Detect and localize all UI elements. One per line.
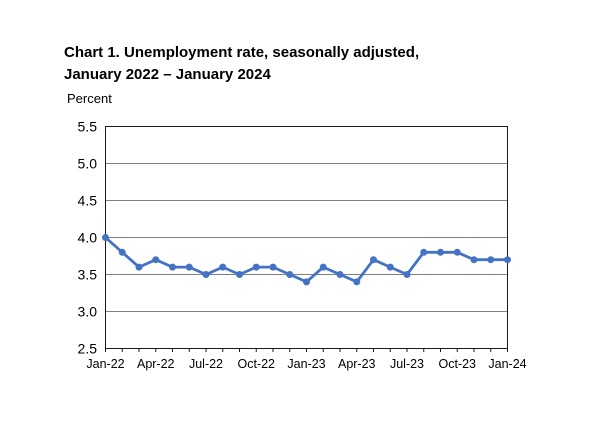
unemployment-rate-line — [104, 236, 509, 284]
data-point-Feb-22 — [118, 248, 126, 256]
x-tick-label: Oct-23 — [438, 357, 476, 371]
x-tick-label: Jan-24 — [488, 357, 526, 371]
data-point-Jan-24 — [504, 256, 511, 264]
x-tick-label: Jul-23 — [390, 357, 424, 371]
data-point-Jun-23 — [386, 263, 394, 271]
chart-title: Chart 1. Unemployment rate, seasonally a… — [64, 42, 419, 86]
y-tick-label: 5.5 — [78, 119, 98, 135]
data-point-Jan-22 — [102, 234, 109, 241]
data-point-Sep-23 — [437, 248, 444, 256]
data-point-Apr-22 — [152, 256, 160, 264]
y-tick-label: 2.5 — [78, 341, 98, 357]
data-point-Mar-23 — [336, 271, 344, 278]
data-point-Jul-22 — [202, 271, 210, 278]
y-axis-unit-label: Percent — [67, 91, 112, 106]
data-point-Oct-23 — [453, 248, 461, 256]
data-point-Mar-22 — [135, 263, 143, 271]
data-point-Aug-22 — [219, 263, 227, 271]
y-tick-label: 4.5 — [78, 193, 98, 209]
y-tick-label: 3.5 — [78, 267, 98, 283]
data-point-Dec-23 — [487, 256, 495, 264]
x-tick-label: Apr-22 — [137, 357, 175, 371]
data-point-Jan-23 — [303, 278, 310, 286]
chart-title-line2: January 2022 – January 2024 — [64, 66, 271, 83]
y-tick-label: 3.0 — [78, 304, 98, 320]
data-point-Nov-23 — [470, 256, 478, 264]
x-tick-label: Apr-23 — [338, 357, 376, 371]
data-point-May-22 — [169, 263, 176, 271]
data-point-Sep-22 — [236, 271, 243, 278]
x-tick-label: Oct-22 — [237, 357, 275, 371]
data-point-Jul-23 — [403, 271, 411, 278]
data-point-Jun-22 — [185, 263, 193, 271]
x-tick-label: Jan-23 — [287, 357, 325, 371]
x-tick-label: Jul-22 — [189, 357, 223, 371]
data-point-Oct-22 — [252, 263, 260, 271]
y-tick-label: 4.0 — [78, 230, 98, 246]
data-point-Aug-23 — [420, 248, 428, 256]
data-point-Apr-23 — [353, 278, 361, 286]
data-point-Nov-22 — [269, 263, 277, 271]
data-point-May-23 — [370, 256, 377, 264]
y-tick-label: 5.0 — [78, 156, 98, 172]
data-point-Dec-22 — [286, 271, 294, 278]
x-tick-label: Jan-22 — [86, 357, 124, 371]
data-point-Feb-23 — [319, 263, 327, 271]
chart-title-line1: Chart 1. Unemployment rate, seasonally a… — [64, 44, 420, 61]
